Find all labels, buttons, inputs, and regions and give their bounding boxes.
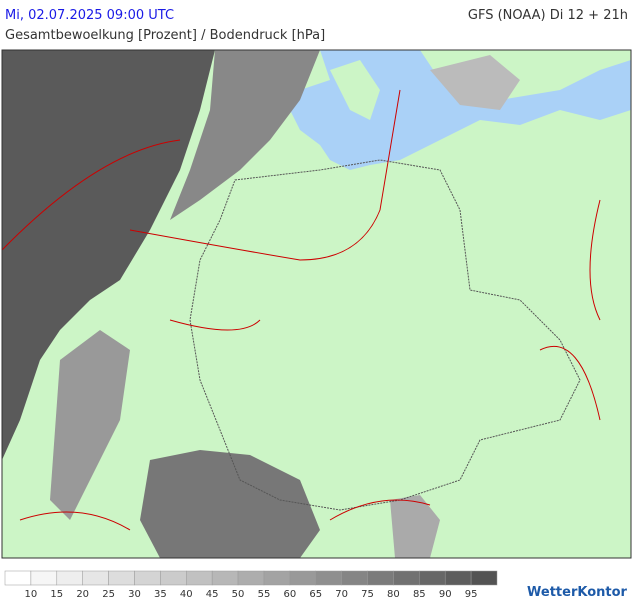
- denmark: [330, 60, 380, 120]
- legend-swatch: [289, 570, 316, 586]
- legend-label: 95: [465, 589, 478, 600]
- isobars: [2, 89, 601, 531]
- legend-label: 20: [76, 589, 89, 600]
- legend-label: 60: [283, 589, 296, 600]
- legend-swatch: [160, 570, 187, 586]
- legend-label: 55: [258, 589, 271, 600]
- legend-swatch: [134, 570, 161, 586]
- legend-swatch: [263, 570, 291, 586]
- cloud-north: [170, 50, 320, 220]
- legend-swatch: [211, 570, 239, 586]
- legend-swatch: [186, 570, 213, 586]
- subtitle: Gesamtbewoelkung [Prozent] / Bodendruck …: [5, 28, 325, 43]
- legend-label: 70: [335, 589, 348, 600]
- cloud-alps-east: [390, 495, 440, 558]
- legend-swatch: [315, 570, 342, 586]
- legend-label: 35: [154, 589, 167, 600]
- legend-swatch: [237, 570, 265, 586]
- cloud-sweden: [430, 55, 520, 110]
- datetime: Mi, 02.07.2025 09:00 UTC: [5, 8, 174, 23]
- legend-label: 50: [232, 589, 245, 600]
- legend-label: 45: [206, 589, 219, 600]
- germany-border: [189, 159, 581, 511]
- legend-swatch: [30, 570, 58, 586]
- legend-swatch: [56, 570, 83, 586]
- legend-label: 65: [309, 589, 322, 600]
- legend-swatch: [341, 570, 368, 586]
- legend-label: 75: [361, 589, 374, 600]
- cloud-south: [140, 450, 320, 558]
- legend-swatch: [367, 570, 394, 586]
- legend-swatch: [82, 570, 109, 586]
- legend-swatch: [470, 570, 498, 586]
- legend-swatch: [393, 570, 420, 586]
- map: [1, 49, 632, 559]
- legend-label: 90: [439, 589, 452, 600]
- legend-label: 40: [180, 589, 193, 600]
- legend-swatch: [419, 570, 446, 586]
- map-frame: [1, 49, 632, 559]
- legend-label: 25: [102, 589, 115, 600]
- legend-swatch: [444, 570, 472, 586]
- legend-label: 30: [128, 589, 141, 600]
- brand-logo: WetterKontor: [527, 585, 628, 600]
- legend-label: 10: [25, 589, 38, 600]
- cloud-southwest: [50, 330, 130, 520]
- legend-swatch: [108, 570, 135, 586]
- legend-label: 15: [50, 589, 63, 600]
- legend-label: 80: [387, 589, 400, 600]
- legend-swatch: [4, 570, 32, 586]
- legend-label: 85: [413, 589, 426, 600]
- cloud-west: [2, 50, 215, 460]
- model-run: GFS (NOAA) Di 12 + 21h: [468, 8, 628, 23]
- legend: 10 15 20 25 30 35 40 45 50 55 60 65 70 75 80 85 90 95: [4, 570, 498, 600]
